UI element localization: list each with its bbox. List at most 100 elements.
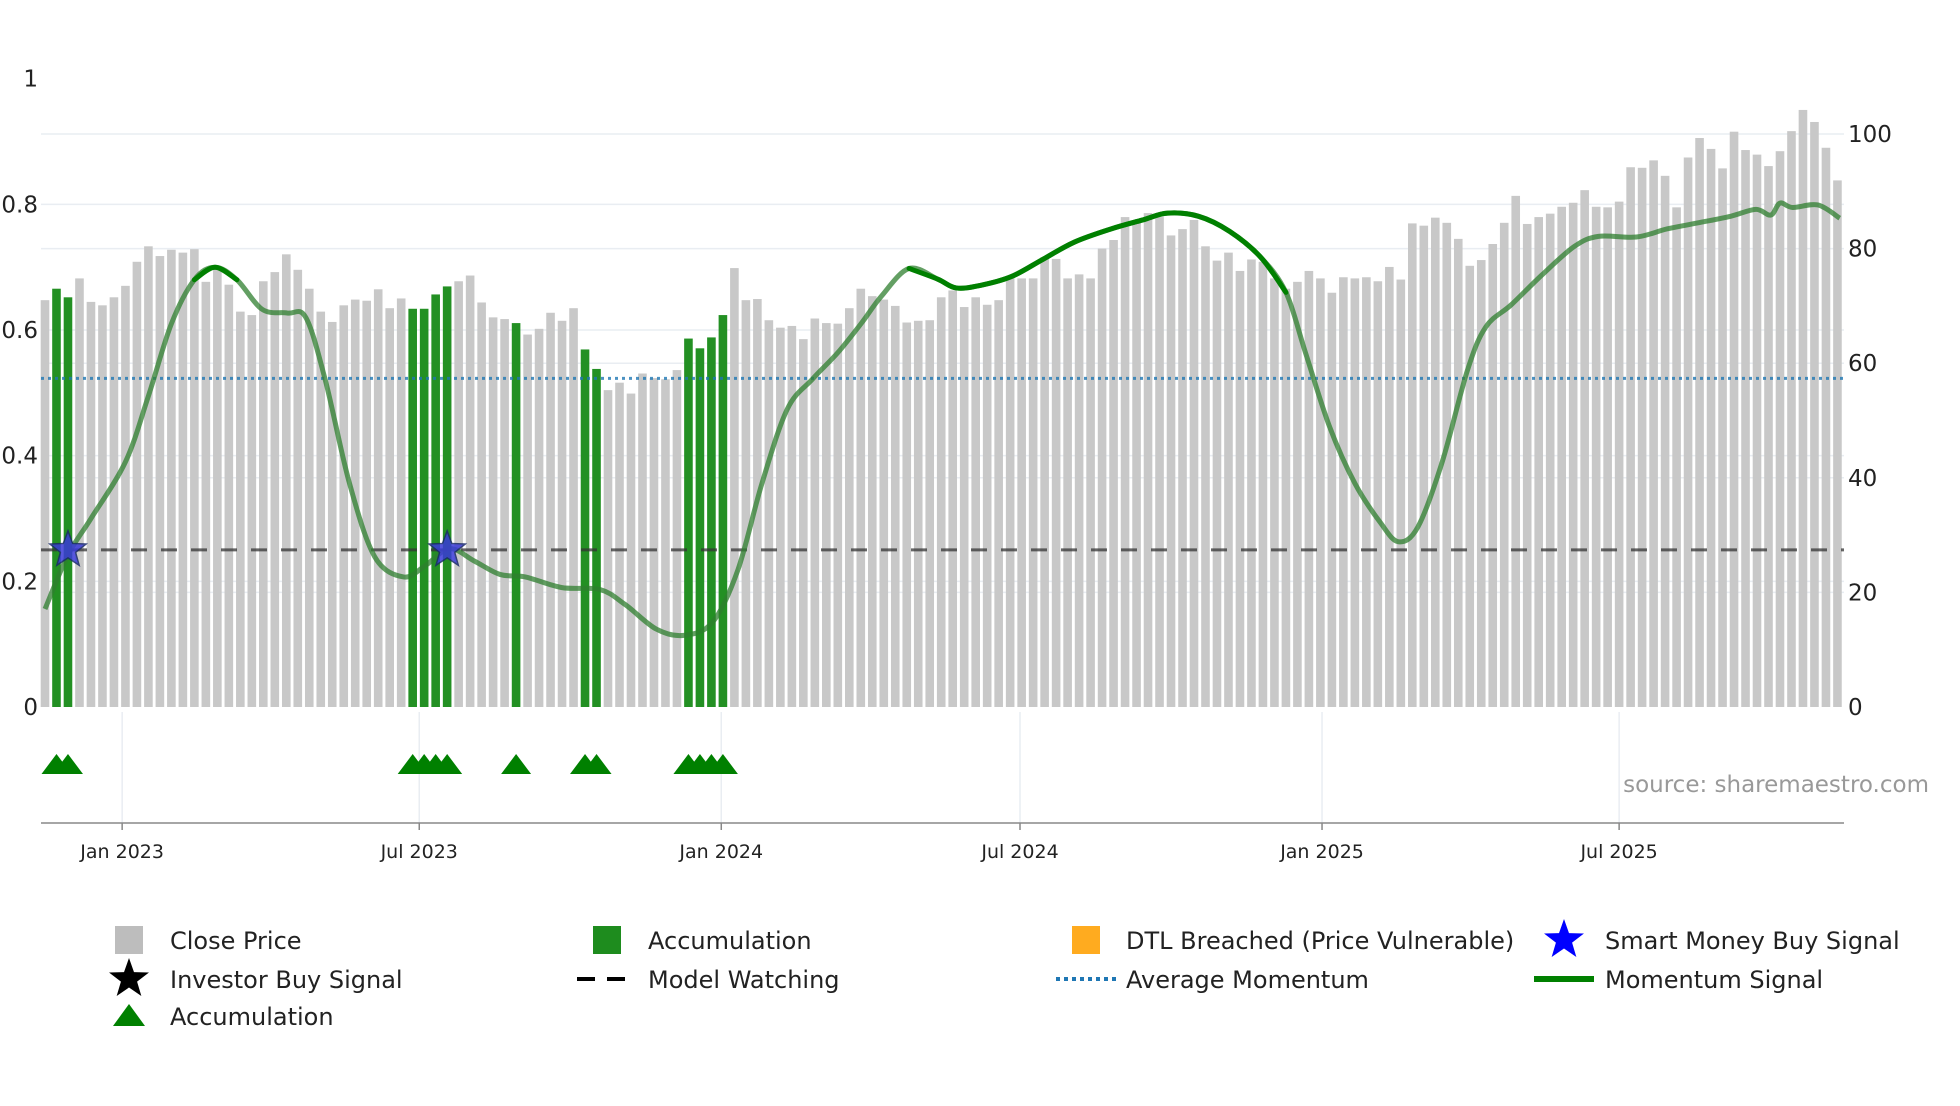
legend-label: Smart Money Buy Signal (1605, 927, 1900, 955)
close-price-bar (86, 301, 96, 707)
close-price-bar (638, 373, 647, 707)
close-price-bar (936, 297, 946, 707)
close-price-bar (1787, 131, 1796, 707)
accumulation-triangle (432, 754, 463, 774)
legend-swatch-icon (115, 926, 143, 954)
smart-money-star (47, 528, 89, 568)
close-price-bar (1706, 148, 1716, 707)
left-tick-label: 0.4 (1, 444, 38, 470)
legend-label: Accumulation (170, 1003, 334, 1031)
close-price-bar (213, 268, 222, 707)
right-tick-label: 100 (1848, 122, 1892, 148)
close-price-bar (236, 311, 245, 707)
close-price-bar (373, 289, 383, 707)
close-price-bar (982, 304, 992, 707)
close-price-bar (1695, 138, 1704, 708)
momentum-signal (42, 200, 1842, 639)
close-price-bar (144, 246, 153, 708)
momentum-signal-emphasis (906, 210, 1289, 295)
legend-swatch-icon (593, 926, 621, 954)
axes: 0 0.2 0.4 0.6 0.8 1 0 20 40 60 80 100 Jan 2023 Jul 20… (1, 67, 1891, 863)
close-price-bar (155, 256, 165, 707)
accumulation-triangle (501, 754, 532, 774)
close-price-bar (1741, 150, 1750, 707)
smart-money-stars (47, 528, 468, 568)
close-price-bar (132, 261, 142, 707)
close-price-bar (1522, 223, 1532, 707)
legend-star-icon (109, 958, 149, 996)
close-price-bar (1833, 180, 1842, 708)
close-price-bar (1810, 121, 1819, 708)
close-price-bar (201, 281, 211, 707)
close-price-bar (1396, 279, 1406, 707)
close-price-bar (1614, 201, 1624, 707)
close-price-bar (546, 312, 555, 707)
close-price-bar (1247, 259, 1256, 707)
close-price-bar (741, 300, 751, 707)
close-price-bar (1051, 258, 1061, 707)
close-price-bar (1718, 168, 1727, 707)
close-price-bar (1453, 238, 1463, 707)
legend-label: DTL Breached (Price Vulnerable) (1126, 927, 1514, 955)
left-tick-label: 1 (23, 67, 38, 93)
close-price-bar (98, 305, 107, 707)
close-price-bar (224, 284, 234, 707)
close-price-bar (1683, 157, 1693, 708)
close-price-bar (867, 296, 877, 707)
close-price-bar (1327, 292, 1337, 707)
close-price-bars (40, 109, 1842, 708)
close-price-bar (661, 379, 670, 707)
close-price-bar (1373, 281, 1383, 707)
close-price-bar (810, 318, 820, 707)
close-price-bar (1821, 147, 1831, 707)
close-price-bar (1591, 206, 1601, 707)
right-tick-label: 80 (1848, 237, 1877, 263)
close-price-bar (879, 299, 889, 707)
left-tick-label: 0.6 (1, 318, 38, 344)
close-price-bar (1304, 270, 1314, 707)
close-price-bar (1603, 207, 1612, 707)
close-price-bar (1028, 278, 1038, 707)
accumulation-bar (419, 308, 429, 707)
close-price-bar (1339, 277, 1348, 707)
close-price-bar (259, 281, 268, 707)
close-price-bar (959, 307, 969, 707)
close-price-bar (1293, 281, 1302, 707)
close-price-bar (1109, 240, 1118, 707)
right-tick-label: 20 (1848, 580, 1877, 606)
close-price-bar (75, 278, 84, 707)
accumulation-bar (684, 338, 693, 707)
close-price-bar (247, 315, 257, 707)
close-price-bar (1178, 229, 1187, 708)
close-price-bar (1040, 257, 1049, 707)
smart-money-star (427, 528, 468, 568)
close-price-bar (822, 323, 831, 707)
close-price-bar (776, 327, 785, 707)
close-price-bar (1430, 217, 1440, 707)
left-tick-label: 0.2 (1, 569, 38, 595)
close-price-bar (109, 297, 119, 707)
x-tick-label: Jan 2024 (678, 841, 763, 863)
accumulation-bar (442, 286, 452, 707)
accumulation-bar (408, 308, 417, 707)
accumulation-triangles (41, 754, 738, 774)
close-price-bar (787, 325, 797, 707)
close-price-bar (1281, 288, 1291, 707)
close-price-bar (1316, 278, 1325, 707)
left-tick-label: 0 (23, 695, 38, 721)
reference-lines (41, 376, 1844, 552)
accumulation-bar (431, 294, 440, 707)
close-price-bar (500, 319, 509, 707)
close-price-bar (1764, 166, 1773, 707)
close-price-bar (534, 328, 544, 707)
accumulation-bar (718, 315, 728, 707)
close-price-bar (1143, 213, 1153, 707)
accumulation-bar (592, 368, 601, 707)
close-price-bar (1005, 277, 1015, 707)
close-price-bar (1350, 278, 1360, 707)
close-price-bar (1017, 278, 1026, 707)
close-price-bar (1074, 274, 1084, 707)
close-price-bar (1511, 195, 1521, 707)
close-price-bar (488, 317, 498, 707)
